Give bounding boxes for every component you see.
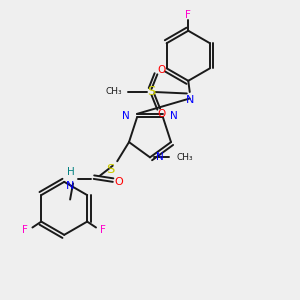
Text: F: F xyxy=(22,225,28,236)
Text: O: O xyxy=(158,65,166,75)
Text: O: O xyxy=(158,109,166,119)
Text: F: F xyxy=(185,10,191,20)
Text: N: N xyxy=(66,181,74,191)
Text: CH₃: CH₃ xyxy=(176,153,193,162)
Text: CH₃: CH₃ xyxy=(105,88,122,97)
Text: O: O xyxy=(114,177,123,187)
Text: F: F xyxy=(100,225,106,236)
Text: S: S xyxy=(106,163,114,176)
Text: N: N xyxy=(170,111,178,121)
Text: N: N xyxy=(157,152,164,162)
Text: N: N xyxy=(186,95,194,105)
Text: S: S xyxy=(147,85,156,98)
Text: H: H xyxy=(67,167,74,177)
Text: N: N xyxy=(122,111,130,121)
